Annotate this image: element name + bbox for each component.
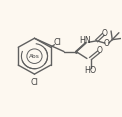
Text: O: O — [104, 39, 110, 48]
Text: O: O — [97, 46, 103, 55]
Text: HO: HO — [84, 66, 97, 75]
Text: Cl: Cl — [30, 78, 38, 87]
Text: O: O — [102, 29, 108, 38]
Text: Abs: Abs — [29, 54, 40, 59]
Text: Cl: Cl — [53, 38, 61, 47]
Text: HN: HN — [80, 36, 91, 45]
